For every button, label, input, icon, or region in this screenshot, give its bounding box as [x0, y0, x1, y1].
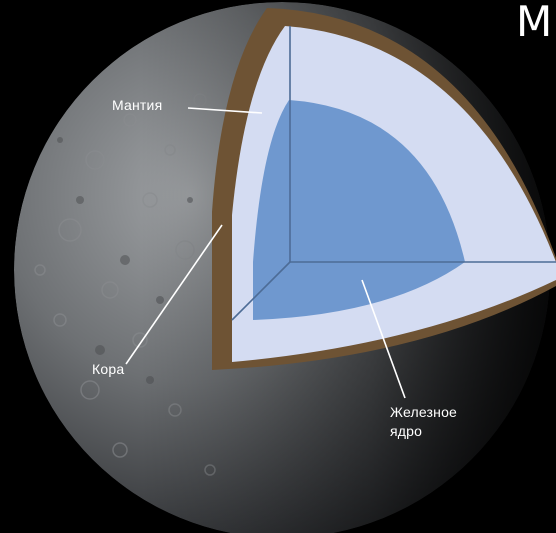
cut-edge-lines — [231, 26, 556, 321]
core-label-line-2: ядро — [390, 423, 423, 439]
title-fragment: M — [516, 0, 553, 46]
crust-label: Кора — [92, 361, 125, 377]
core-label-line-1: Железное — [390, 404, 458, 420]
label-leader-lines — [125, 107, 406, 399]
mantle-leader-line — [187, 107, 263, 114]
core-layer — [253, 100, 465, 320]
mantle-label: Мантия — [112, 97, 163, 113]
core-leader-line — [361, 279, 406, 399]
crust-leader-line — [125, 224, 223, 365]
